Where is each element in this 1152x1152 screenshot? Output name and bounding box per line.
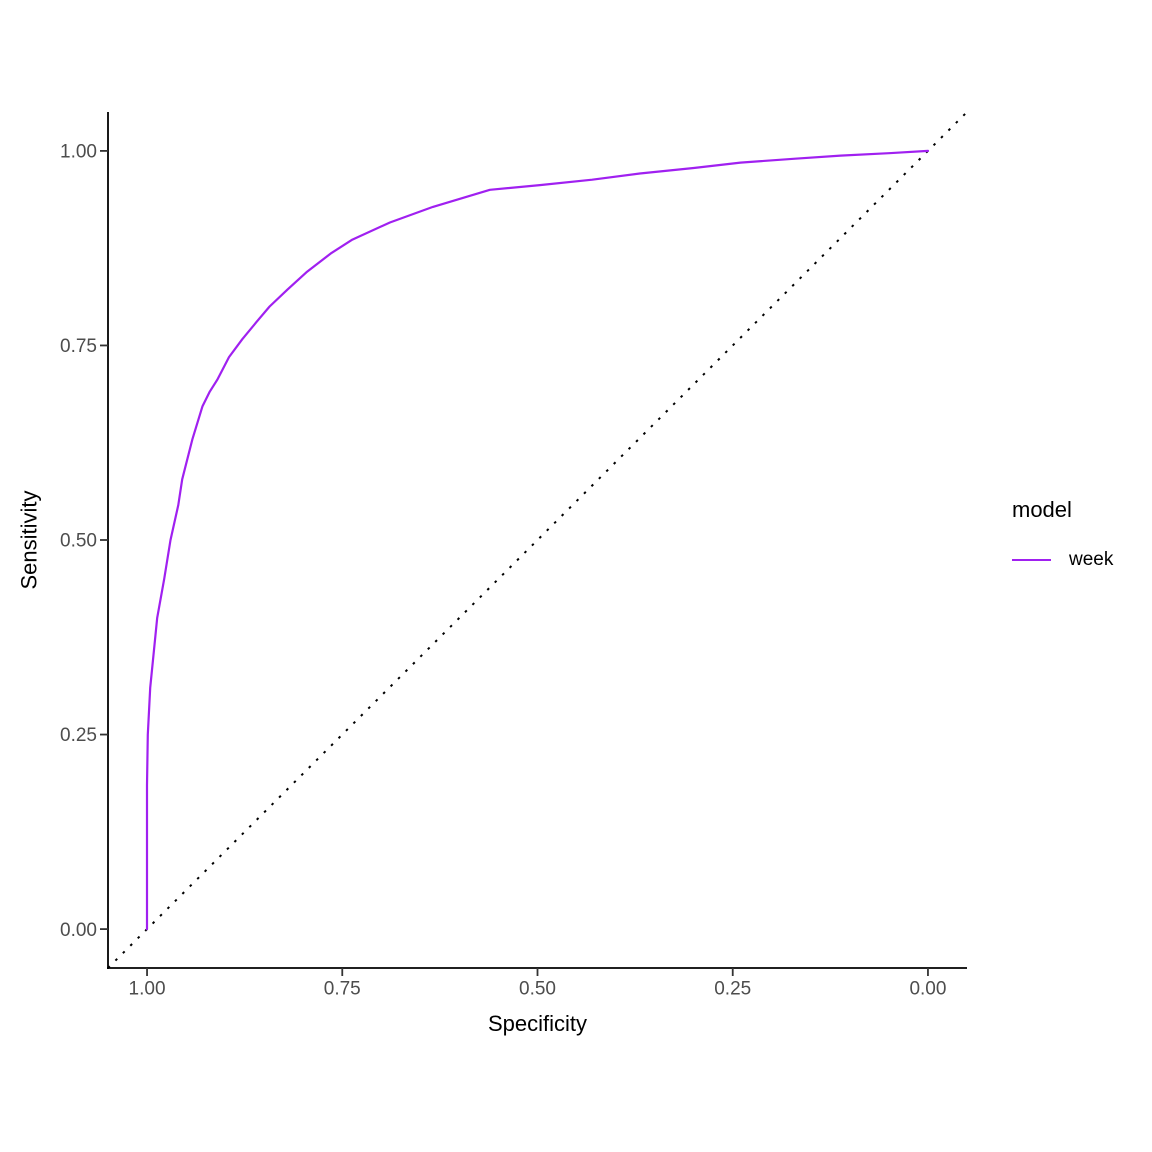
y-tick-label: 1.00	[60, 142, 97, 163]
y-axis-title-wrap: Sensitivity	[17, 112, 43, 968]
y-axis-title: Sensitivity	[17, 490, 43, 590]
legend-entry-week: week	[1012, 547, 1113, 573]
y-tick-label: 0.25	[60, 725, 97, 746]
x-tick-label: 0.50	[519, 979, 556, 1000]
legend-entry-label: week	[1069, 549, 1114, 570]
x-tick-label: 1.00	[129, 979, 166, 1000]
x-tick-label: 0.75	[324, 979, 361, 1000]
x-tick-label: 0.25	[714, 979, 751, 1000]
legend-title: model	[1012, 497, 1072, 522]
roc-curve-week	[145, 149, 930, 931]
x-tick-label: 0.00	[909, 979, 946, 1000]
legend-key-line	[1012, 559, 1051, 561]
chance-diagonal-line	[107, 111, 968, 969]
y-tick-label: 0.75	[60, 336, 97, 357]
legend: model week	[1012, 497, 1113, 573]
y-tick-label: 0.00	[60, 920, 97, 941]
x-axis-title: Specificity	[487, 1011, 588, 1036]
y-tick-label: 0.50	[60, 531, 97, 552]
